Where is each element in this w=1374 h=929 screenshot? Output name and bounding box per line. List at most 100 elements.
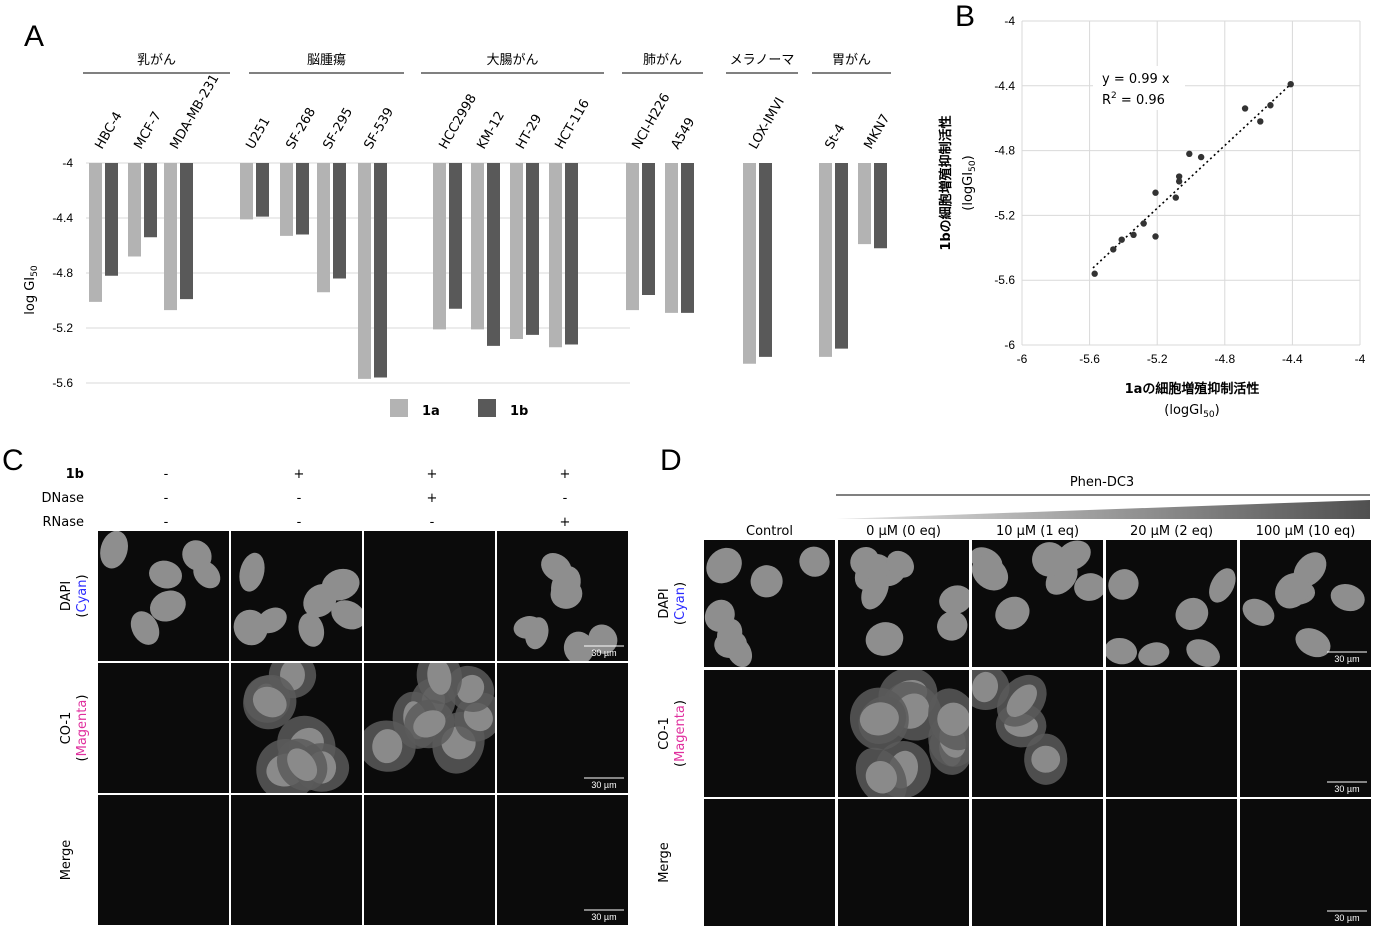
scatter-chart: -6 -5.6 -5.2 -4.8 -4.4 -4 -4 -4.4 -4.8 -5.2 -5.6 -6… [938, 14, 1366, 420]
column-header: 0 µM (0 eq) [866, 524, 941, 539]
y-axis-label-unit: (logGI50) [961, 155, 978, 210]
micrograph-tile [98, 663, 229, 793]
y-tick-label: -4.8 [52, 266, 73, 280]
scale-bar-label: 30 µm [1334, 913, 1359, 923]
tile-background [1240, 670, 1371, 797]
nucleus [1275, 573, 1310, 609]
condition-sign: - [430, 515, 435, 530]
legend-label-1a: 1a [422, 404, 440, 419]
scale-bar-label: 30 µm [591, 780, 616, 790]
panel-label-c: C [2, 444, 24, 477]
micrograph-tile [972, 670, 1103, 797]
x-tick-label: -5.2 [1147, 352, 1168, 366]
nucleus [972, 555, 1009, 591]
scatter-point [1091, 270, 1098, 277]
condition-row-label: DNase [42, 491, 84, 506]
bar-1a-KM-12 [471, 163, 484, 330]
nucleus [799, 546, 830, 577]
channel-color-name: Magenta [673, 705, 688, 762]
micrograph-tile [364, 795, 495, 925]
scatter-point [1257, 118, 1264, 125]
x-axis-label-unit-tail: ) [1215, 403, 1220, 418]
group-label: 胃がん [832, 53, 871, 68]
micrograph-tile: 30 µm [497, 795, 628, 925]
y-tick-label: -5.6 [52, 376, 73, 390]
category-label: MDA-MB-231 [167, 72, 222, 152]
x-tick-label: -4.4 [1282, 352, 1303, 366]
category-label: SF-268 [283, 105, 319, 152]
nucleus [427, 663, 452, 695]
tile-background [497, 663, 628, 793]
nucleus [1108, 569, 1139, 600]
micrograph-tile [364, 531, 495, 661]
channel-label: CO-1 [59, 712, 74, 745]
nucleus [1186, 639, 1220, 667]
column-header: Control [746, 524, 793, 539]
category-label: U251 [243, 115, 273, 152]
scatter-point [1152, 233, 1159, 240]
nucleus [287, 748, 318, 782]
bar-1b-KM-12 [487, 163, 500, 346]
y-tick-label: -4 [1004, 14, 1015, 28]
bar-1a-MCF-7 [128, 163, 141, 257]
tile-background [231, 795, 362, 925]
nucleus [149, 590, 186, 622]
tile-background [1106, 670, 1237, 797]
nucleus [865, 760, 897, 794]
nucleus [995, 596, 1030, 630]
y-tick-label: -5.6 [994, 273, 1015, 287]
y-tick-label: -4.4 [994, 79, 1015, 93]
micrograph-tile [98, 795, 229, 925]
micrograph-tile [1106, 670, 1237, 797]
y-axis-label-unit-main: (logGI [961, 172, 976, 211]
bar-1a-HCC2998 [433, 163, 446, 330]
tile-background [497, 795, 628, 925]
nucleus [1175, 597, 1209, 631]
nucleus [257, 607, 287, 634]
channel-label: CO-1 [657, 717, 672, 750]
legend-label-1b: 1b [510, 404, 528, 419]
nucleus [321, 568, 360, 601]
tile-content [243, 663, 350, 793]
paren-open: ( [75, 756, 90, 761]
y-axis-label-main: log GI [23, 277, 38, 315]
tile-background [1106, 799, 1237, 926]
y-axis-label-unit-tail: ) [961, 155, 976, 160]
nucleus [372, 729, 403, 764]
y-tick-label: -6 [1004, 338, 1015, 352]
fit-r2: R2 = 0.96 [1102, 91, 1165, 108]
bar-1b-SF-268 [296, 163, 309, 235]
scatter-point [1130, 231, 1137, 239]
scatter-point [1152, 189, 1159, 196]
scale-bar-label: 30 µm [591, 912, 616, 922]
tile-content [972, 670, 1068, 785]
nucleus [588, 624, 618, 654]
tile-content [513, 553, 618, 661]
nucleus [1032, 542, 1067, 577]
bar-chart: -4 -4.4 -4.8 -5.2 -5.6 log GI50 HBC-4 MCF-7 MDA-… [23, 52, 893, 419]
tile-content [849, 670, 969, 797]
micrograph-tile: 30 µm [1240, 540, 1371, 667]
nucleus [1242, 598, 1275, 626]
channel-color-name: Cyan [673, 587, 688, 620]
nucleus [239, 552, 265, 592]
bar-1a-SF-268 [280, 163, 293, 236]
y-tick-label: -4 [62, 156, 73, 170]
nucleus [750, 565, 783, 598]
category-label: LOX-IMVI [746, 95, 787, 152]
category-label: MCF-7 [131, 109, 164, 152]
panel-label-b: B [955, 0, 975, 33]
condition-row-label: 1b [66, 467, 84, 482]
nucleus [550, 579, 583, 609]
micrograph-tile: 30 µm [1240, 670, 1371, 797]
category-label: KM-12 [474, 109, 507, 152]
tile-background [98, 795, 229, 925]
y-axis-label: log GI50 [23, 265, 40, 315]
category-label: SF-295 [320, 105, 356, 152]
nucleus [1006, 684, 1037, 717]
micrograph-tile [972, 540, 1103, 667]
bar-1b-HCT-116 [565, 163, 578, 345]
fit-equation: y = 0.99 x [1102, 72, 1170, 87]
panel-label-a: A [24, 20, 44, 53]
condition-sign: + [427, 467, 438, 482]
